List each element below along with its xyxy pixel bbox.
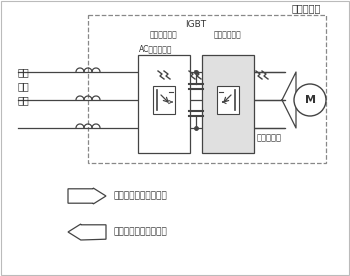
- Bar: [88, 15, 326, 163]
- Text: 回生中のパワーフロー: 回生中のパワーフロー: [114, 227, 168, 237]
- Circle shape: [294, 84, 326, 116]
- Bar: [138, 55, 190, 153]
- Bar: [153, 86, 175, 114]
- Text: インバータ: インバータ: [292, 3, 321, 13]
- Bar: [217, 86, 239, 114]
- Polygon shape: [68, 188, 106, 204]
- Text: モータなど: モータなど: [257, 133, 282, 142]
- Text: 三相
交流
電源: 三相 交流 電源: [18, 67, 30, 105]
- Bar: [202, 55, 254, 153]
- Text: コンバータ部: コンバータ部: [150, 30, 178, 39]
- Text: 電動中のパワーフロー: 電動中のパワーフロー: [114, 192, 168, 200]
- Text: IGBT: IGBT: [186, 20, 206, 29]
- Polygon shape: [68, 224, 106, 240]
- Text: ACリアクトル: ACリアクトル: [139, 44, 173, 53]
- Text: M: M: [304, 95, 315, 105]
- Text: インバータ部: インバータ部: [214, 30, 242, 39]
